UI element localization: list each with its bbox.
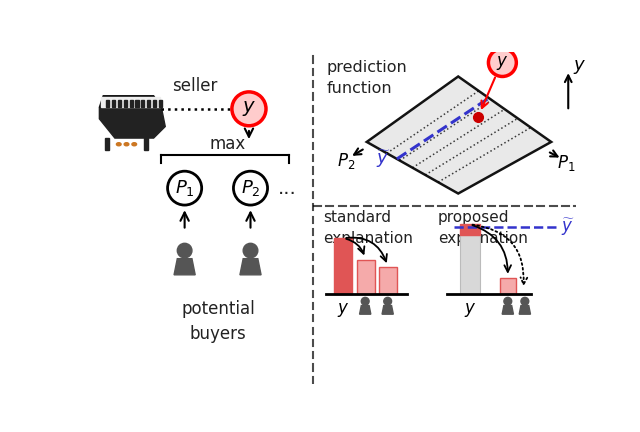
Text: $y$: $y$ xyxy=(242,99,256,118)
Bar xyxy=(112,100,115,107)
Text: $y$: $y$ xyxy=(573,58,586,76)
Polygon shape xyxy=(367,76,551,194)
Text: ...: ... xyxy=(278,178,297,197)
Circle shape xyxy=(177,243,192,258)
Text: $P_2$: $P_2$ xyxy=(241,178,260,198)
Text: $y$: $y$ xyxy=(496,54,509,72)
Bar xyxy=(143,138,148,149)
Circle shape xyxy=(504,297,512,305)
Polygon shape xyxy=(360,305,371,314)
Bar xyxy=(105,138,109,149)
Polygon shape xyxy=(502,305,513,314)
Ellipse shape xyxy=(116,143,121,146)
Text: $y$: $y$ xyxy=(337,302,349,319)
Text: max: max xyxy=(209,135,245,153)
Ellipse shape xyxy=(124,143,129,146)
Circle shape xyxy=(362,297,369,305)
Polygon shape xyxy=(99,107,165,138)
Circle shape xyxy=(234,171,268,205)
Polygon shape xyxy=(99,96,161,107)
Circle shape xyxy=(243,243,258,258)
Bar xyxy=(460,224,480,235)
Polygon shape xyxy=(240,259,261,275)
Text: $\widetilde{y}$: $\widetilde{y}$ xyxy=(376,148,391,170)
Text: $\widetilde{y}$: $\widetilde{y}$ xyxy=(561,216,575,238)
Text: $P_2$: $P_2$ xyxy=(337,151,355,171)
Text: $y$: $y$ xyxy=(463,302,476,319)
Bar xyxy=(147,100,150,107)
Text: prediction
function: prediction function xyxy=(326,60,407,95)
Bar xyxy=(500,278,516,294)
Bar xyxy=(379,267,397,294)
Text: seller: seller xyxy=(172,77,218,95)
Circle shape xyxy=(488,49,516,76)
Bar xyxy=(106,100,109,107)
Circle shape xyxy=(521,297,529,305)
Bar xyxy=(101,97,160,107)
Bar xyxy=(460,235,480,294)
Bar xyxy=(129,100,132,107)
FancyArrowPatch shape xyxy=(472,225,527,284)
Circle shape xyxy=(232,92,266,126)
Text: $P_1$: $P_1$ xyxy=(175,178,195,198)
Bar xyxy=(124,100,127,107)
Circle shape xyxy=(384,297,392,305)
Bar xyxy=(356,260,374,294)
Bar xyxy=(159,100,162,107)
Text: standard
explanation: standard explanation xyxy=(323,210,413,247)
Bar xyxy=(153,100,156,107)
Text: $P_1$: $P_1$ xyxy=(557,153,576,173)
Text: potential
buyers: potential buyers xyxy=(181,300,255,343)
Polygon shape xyxy=(382,305,394,314)
Bar xyxy=(141,100,145,107)
Ellipse shape xyxy=(132,143,136,146)
Bar xyxy=(136,100,138,107)
Bar xyxy=(118,100,121,107)
Text: proposed
explanation: proposed explanation xyxy=(438,210,528,247)
Bar xyxy=(334,238,352,294)
Polygon shape xyxy=(174,259,195,275)
Circle shape xyxy=(168,171,202,205)
Polygon shape xyxy=(519,305,531,314)
